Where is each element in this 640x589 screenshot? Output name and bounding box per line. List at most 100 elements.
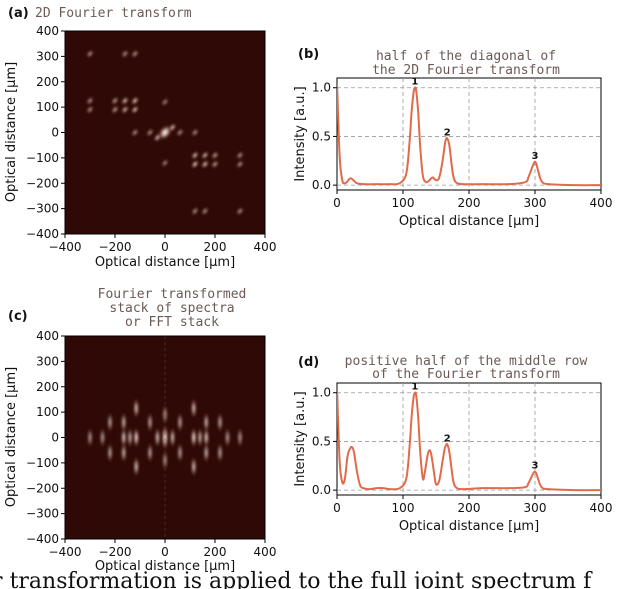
y-tick-label-5: −100 <box>26 151 59 165</box>
y-tick-label-4: 0 <box>51 431 59 445</box>
panel-c-ticks: −400 −200 0 200 400 400 300 200 100 0 −100 −200 −300… <box>26 329 276 559</box>
spot-17 <box>201 151 209 160</box>
spot-15 <box>120 411 127 434</box>
y-tick-label-6: −200 <box>26 176 59 190</box>
panel-a: (a) 2D Fourier transform −400 −200 0 200 400… <box>4 6 276 270</box>
caption-text: ier transformation is applied to the ful… <box>0 569 592 589</box>
panel-a-title: 2D Fourier transform <box>35 6 192 21</box>
y-tick-label-0: 400 <box>36 24 59 38</box>
panel-c-title-line-3: or FFT stack <box>125 315 219 330</box>
panel-d-ticks: 0 100 200 300 400 1.0 0.5 0.0 <box>312 386 613 515</box>
spot-7 <box>120 426 127 449</box>
y-tick-label-8: −400 <box>26 532 59 546</box>
panel-b-peak-labels: 1 2 3 <box>411 77 538 162</box>
panel-a-label: (a) <box>8 6 29 21</box>
spot-11 <box>133 397 140 420</box>
panel-b-ticks: 0 100 200 300 400 1.0 0.5 0.0 <box>312 81 613 210</box>
panel-a-xlabel: Optical distance [μm] <box>95 255 235 270</box>
y-tick-label-0: 400 <box>36 329 59 343</box>
spot-28 <box>224 426 231 449</box>
panel-a-ticks: −400 −200 0 200 400 400 300 200 100 0 −100 −200 −300… <box>26 24 276 254</box>
y-tick-label-6: −200 <box>26 481 59 495</box>
y-tick-label-7: −300 <box>26 202 59 216</box>
spot-11 <box>86 105 94 114</box>
x-tick-label-0: −400 <box>49 545 82 559</box>
y-tick-label-7: −300 <box>26 507 59 521</box>
y-tick-label-3: 100 <box>36 405 59 419</box>
panel-d-ylabel: Intensity [a.u.] <box>293 391 308 486</box>
spot-27 <box>99 426 106 449</box>
spot-3 <box>131 96 139 106</box>
panel-d: (d) positive half of the middle row of t… <box>293 354 612 534</box>
caption-fragment: ier transformation is applied to the ful… <box>0 562 640 589</box>
peak-label-1: 2 <box>444 433 451 444</box>
panel-d-label: (d) <box>298 355 319 370</box>
y-tick-label-4: 0 <box>51 126 59 140</box>
x-tick-label-0: 0 <box>333 501 341 515</box>
x-tick-label-0: 0 <box>333 196 341 210</box>
panel-c-label: (c) <box>8 309 28 324</box>
spot-22 <box>217 441 223 464</box>
x-tick-label-2: 200 <box>458 501 481 515</box>
panel-d-peak-labels: 1 2 3 <box>411 382 538 472</box>
peak-label-0: 1 <box>411 77 418 88</box>
panel-b-label: (b) <box>298 47 319 62</box>
spot-26 <box>177 441 183 464</box>
spot-24 <box>177 411 183 434</box>
spot-6 <box>121 105 129 114</box>
peak-label-2: 3 <box>532 461 539 472</box>
panel-c-xlabel: Optical distance [μm] <box>95 559 235 574</box>
x-tick-label-4: 400 <box>590 501 613 515</box>
spot-9 <box>87 426 93 449</box>
x-tick-label-3: 300 <box>524 501 547 515</box>
x-tick-label-1: 100 <box>392 196 415 210</box>
spot-15 <box>201 159 209 169</box>
panel-c-ylabel: Optical distance [μm] <box>4 367 19 507</box>
y-tick-label-1: 300 <box>36 354 59 368</box>
panel-d-title-line-1: positive half of the middle row <box>345 354 588 369</box>
spot-27 <box>176 128 184 137</box>
panel-c: (c) Fourier transformed stack of spectra… <box>4 287 276 574</box>
spot-16 <box>203 411 210 434</box>
spot-1 <box>154 426 161 449</box>
spot-22 <box>236 151 244 160</box>
spot-17 <box>120 441 127 464</box>
spot-10 <box>86 96 94 106</box>
panel-c-title-line-1: Fourier transformed <box>98 287 247 302</box>
spot-25 <box>147 441 153 464</box>
spot-24 <box>191 206 199 216</box>
spot-12 <box>190 397 197 420</box>
spot-16 <box>191 151 199 160</box>
y-tick-label-2: 200 <box>36 380 59 394</box>
spot-8 <box>203 426 210 449</box>
y-tick-label-1: 0.5 <box>312 434 331 448</box>
y-tick-label-2: 0.0 <box>312 483 331 497</box>
spot-18 <box>203 441 210 464</box>
spot-21 <box>107 441 113 464</box>
panel-b-title-line-2: the 2D Fourier transform <box>372 63 560 78</box>
spot-4 <box>121 96 129 106</box>
spot-21 <box>236 159 244 169</box>
x-tick-label-2: 200 <box>458 196 481 210</box>
panel-d-series-line <box>337 387 601 492</box>
panel-b-xlabel: Optical distance [μm] <box>399 214 539 229</box>
spot-4 <box>190 426 197 449</box>
spot-30 <box>162 449 168 472</box>
spot-5 <box>127 426 133 449</box>
y-tick-label-5: −100 <box>26 456 59 470</box>
x-tick-label-3: 200 <box>204 545 227 559</box>
spot-0 <box>161 423 169 452</box>
spot-13 <box>131 49 139 59</box>
spot-20 <box>217 411 223 434</box>
spot-1 <box>168 123 177 132</box>
spot-7 <box>111 105 119 114</box>
x-tick-label-3: 200 <box>204 240 227 254</box>
spot-20 <box>236 206 244 216</box>
spot-12 <box>121 49 129 59</box>
peak-label-1: 2 <box>444 127 451 138</box>
x-tick-label-1: −200 <box>99 240 132 254</box>
y-tick-label-2: 0.0 <box>312 178 331 192</box>
panel-c-title-line-2: stack of spectra <box>109 301 234 316</box>
peak-label-2: 3 <box>532 151 539 162</box>
x-tick-label-1: −200 <box>99 545 132 559</box>
